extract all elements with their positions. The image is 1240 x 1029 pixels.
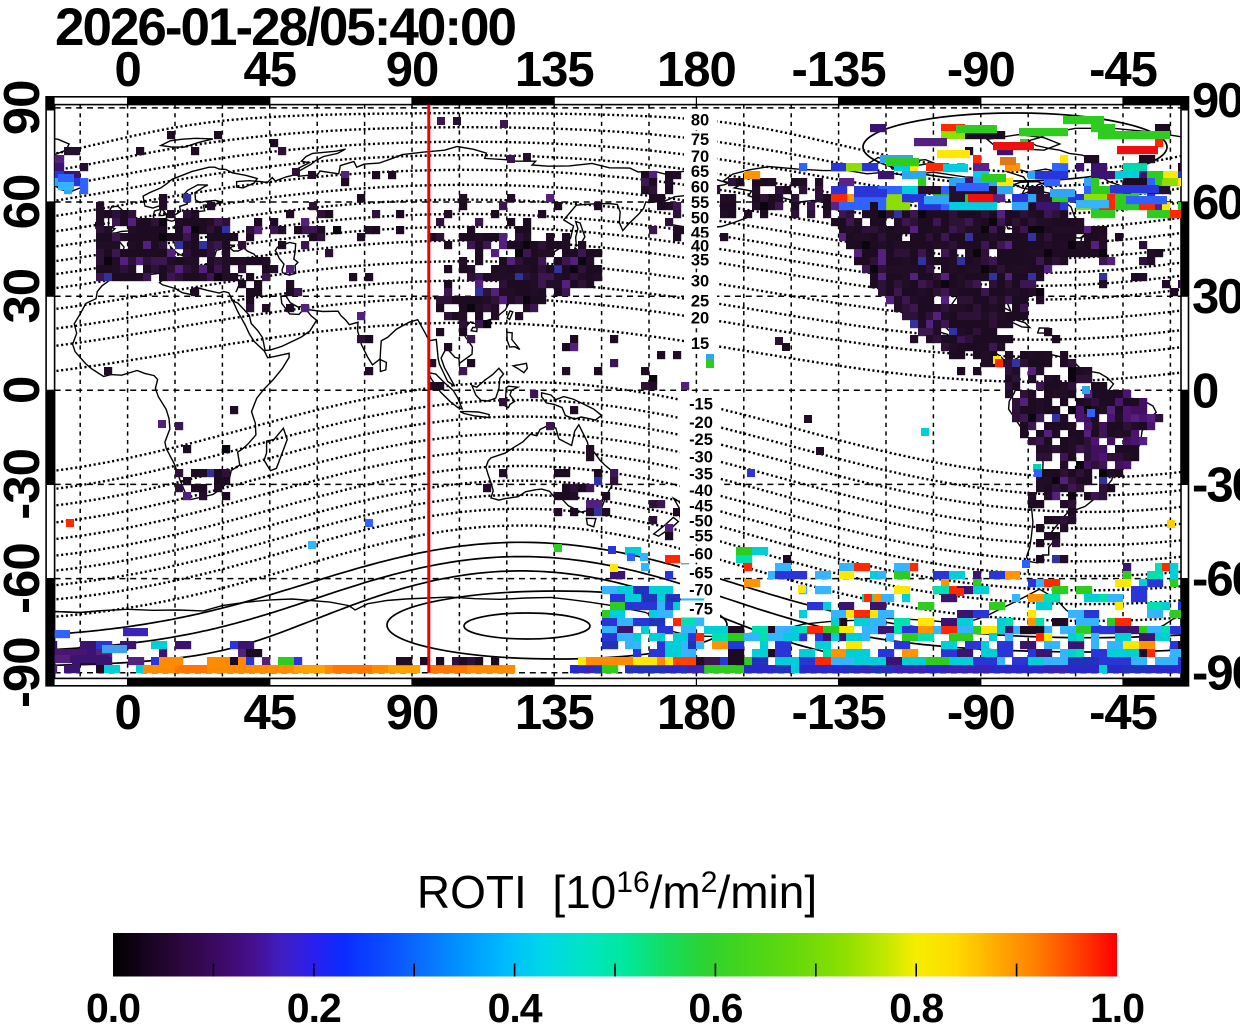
svg-text:135: 135 [515, 43, 594, 97]
svg-text:-45: -45 [689, 498, 713, 516]
svg-text:-55: -55 [689, 527, 713, 545]
svg-text:80: 80 [691, 111, 709, 129]
svg-text:-135: -135 [792, 686, 886, 740]
svg-text:30: 30 [691, 273, 709, 291]
svg-text:15: 15 [691, 335, 709, 353]
svg-text:-90: -90 [947, 43, 1015, 97]
svg-text:45: 45 [244, 43, 297, 97]
svg-text:-90: -90 [1192, 647, 1240, 701]
svg-text:45: 45 [244, 686, 297, 740]
svg-text:-60: -60 [0, 543, 50, 614]
svg-text:-25: -25 [689, 431, 713, 449]
svg-text:-20: -20 [689, 414, 713, 432]
svg-text:-30: -30 [1192, 458, 1240, 512]
svg-text:90: 90 [1192, 74, 1240, 128]
svg-text:60: 60 [691, 179, 709, 197]
svg-text:-30: -30 [689, 448, 713, 466]
svg-text:0.0: 0.0 [86, 985, 140, 1024]
svg-text:0.6: 0.6 [688, 985, 742, 1024]
svg-text:90: 90 [386, 686, 439, 740]
svg-text:2026-01-28/05:40:00: 2026-01-28/05:40:00 [55, 0, 516, 57]
svg-text:180: 180 [657, 43, 736, 97]
svg-text:30: 30 [0, 269, 50, 324]
svg-text:-35: -35 [689, 465, 713, 483]
svg-text:0: 0 [1192, 364, 1218, 418]
svg-text:50: 50 [691, 210, 709, 228]
svg-text:-90: -90 [947, 686, 1015, 740]
svg-text:1.0: 1.0 [1090, 985, 1144, 1024]
svg-text:0: 0 [0, 377, 50, 404]
svg-text:180: 180 [657, 686, 736, 740]
svg-text:-45: -45 [1089, 43, 1157, 97]
svg-text:35: 35 [691, 252, 709, 270]
svg-text:0.2: 0.2 [287, 985, 341, 1024]
svg-text:-70: -70 [689, 581, 713, 599]
svg-text:65: 65 [691, 163, 709, 181]
svg-text:-75: -75 [689, 601, 713, 619]
svg-text:70: 70 [691, 148, 709, 166]
svg-text:-90: -90 [0, 637, 50, 708]
svg-text:-50: -50 [689, 513, 713, 531]
svg-text:40: 40 [691, 238, 709, 256]
svg-text:75: 75 [691, 131, 709, 149]
svg-text:60: 60 [1192, 176, 1240, 230]
svg-text:-60: -60 [689, 546, 713, 564]
svg-text:-60: -60 [1192, 553, 1240, 607]
svg-text:55: 55 [691, 194, 709, 212]
svg-text:90: 90 [386, 43, 439, 97]
svg-text:20: 20 [691, 310, 709, 328]
svg-text:0: 0 [114, 686, 140, 740]
svg-text:0.8: 0.8 [889, 985, 943, 1024]
svg-text:30: 30 [1192, 270, 1240, 324]
svg-text:-45: -45 [1089, 686, 1157, 740]
svg-text:90: 90 [0, 81, 50, 136]
svg-text:0: 0 [114, 43, 140, 97]
svg-text:135: 135 [515, 686, 594, 740]
svg-text:-30: -30 [0, 449, 50, 520]
svg-text:-40: -40 [689, 482, 713, 500]
svg-text:-135: -135 [792, 43, 886, 97]
svg-text:25: 25 [691, 292, 709, 310]
svg-text:0.4: 0.4 [488, 985, 543, 1024]
svg-text:60: 60 [0, 175, 50, 230]
svg-text:-65: -65 [689, 564, 713, 582]
svg-text:-15: -15 [689, 396, 713, 414]
